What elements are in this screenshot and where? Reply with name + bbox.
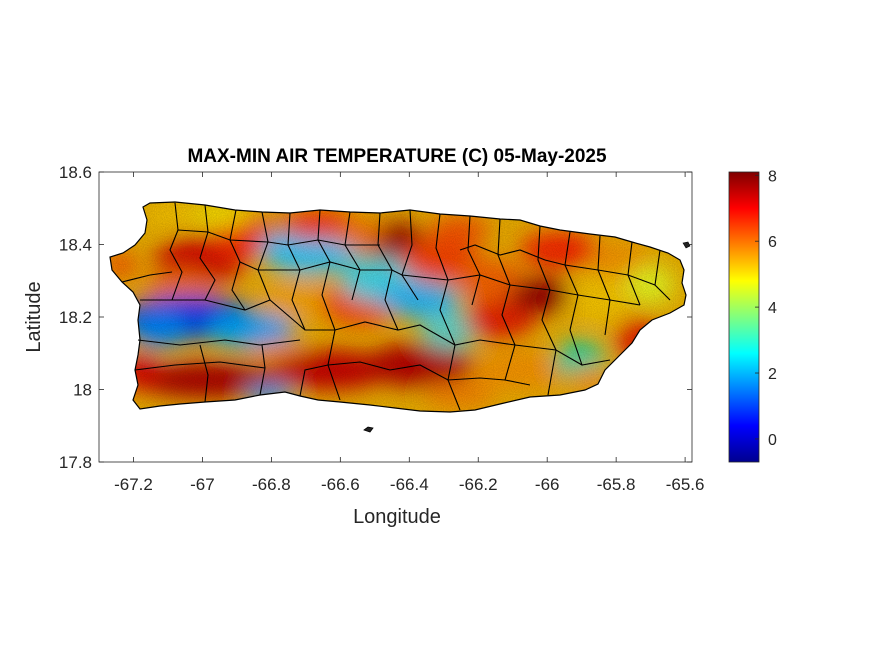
municipality-boundary bbox=[467, 215, 481, 306]
colorbar-ticks: 8 6 4 2 0 bbox=[755, 168, 777, 449]
y-tick-label: 18 bbox=[73, 381, 92, 400]
municipality-boundary bbox=[177, 229, 380, 246]
y-tick-label: 17.8 bbox=[59, 453, 92, 472]
colorbar-tick-label: 6 bbox=[768, 234, 777, 251]
x-tick-label: -66.8 bbox=[252, 475, 291, 494]
y-tick-label: 18.4 bbox=[59, 236, 92, 255]
municipality-boundary bbox=[299, 361, 531, 397]
municipality-boundary bbox=[121, 271, 173, 283]
municipality-boundary bbox=[137, 339, 301, 346]
colorbar-tick-label: 8 bbox=[768, 168, 777, 185]
plot-area: -67.2 -67 -66.8 -66.6 -66.4 -66.2 -66 -65.8 -65.… bbox=[59, 163, 705, 494]
x-axis-label: Longitude bbox=[353, 506, 441, 528]
x-tick-label: -66 bbox=[535, 475, 560, 494]
colorbar-gradient bbox=[728, 171, 760, 463]
x-tick-label: -66.4 bbox=[390, 475, 429, 494]
colorbar: 8 6 4 2 0 bbox=[728, 168, 777, 463]
x-tick-label: -66.6 bbox=[321, 475, 360, 494]
chart-title: MAX-MIN AIR TEMPERATURE (C) 05-May-2025 bbox=[187, 146, 607, 167]
municipality-boundary bbox=[199, 204, 216, 301]
municipality-boundary bbox=[257, 211, 271, 301]
municipality-boundary bbox=[140, 299, 335, 331]
y-axis-label: Latitude bbox=[23, 281, 45, 352]
x-tick-label: -65.6 bbox=[666, 475, 705, 494]
colorbar-tick-label: 4 bbox=[768, 300, 777, 317]
y-tick-label: 18.2 bbox=[59, 308, 92, 327]
municipality-boundary bbox=[259, 344, 266, 396]
municipality-boundary bbox=[169, 202, 183, 301]
islet-east bbox=[682, 241, 691, 249]
municipality-boundary bbox=[497, 218, 516, 381]
coastline bbox=[109, 201, 687, 413]
colorbar-tick-label: 0 bbox=[768, 432, 777, 449]
municipality-boundary bbox=[199, 344, 209, 403]
municipality-boundary bbox=[239, 261, 641, 306]
municipality-boundary bbox=[134, 361, 266, 371]
islet-caja-de-muertos bbox=[363, 426, 374, 433]
x-tick-label: -65.8 bbox=[597, 475, 636, 494]
x-axis: -67.2 -67 -66.8 -66.6 -66.4 -66.2 -66 -65.8 -65.… bbox=[114, 172, 704, 494]
x-tick-label: -67 bbox=[190, 475, 215, 494]
y-axis: 18.6 18.4 18.2 18 17.8 bbox=[59, 163, 692, 472]
municipality-boundary bbox=[401, 209, 419, 301]
municipality-boundary bbox=[344, 211, 361, 301]
x-tick-label: -67.2 bbox=[114, 475, 153, 494]
colorbar-tick-label: 2 bbox=[768, 366, 777, 383]
municipality-boundary bbox=[459, 244, 656, 286]
municipality-boundaries bbox=[121, 202, 671, 411]
municipality-boundary bbox=[597, 235, 611, 336]
y-tick-label: 18.6 bbox=[59, 163, 92, 182]
municipality-boundary bbox=[537, 225, 557, 396]
x-tick-label: -66.2 bbox=[459, 475, 498, 494]
municipality-boundary bbox=[334, 321, 611, 366]
